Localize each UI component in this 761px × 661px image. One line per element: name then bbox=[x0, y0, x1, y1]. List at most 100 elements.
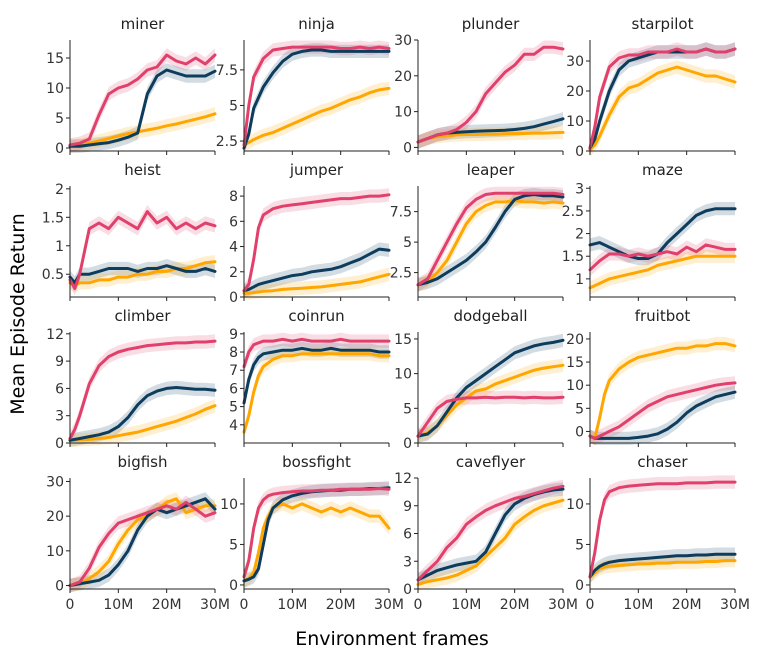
y-tick-label: 20 bbox=[394, 69, 412, 85]
y-tick-label: 0 bbox=[229, 290, 238, 306]
x-tick-label: 30M bbox=[548, 597, 578, 613]
y-tick-label: 2.5 bbox=[390, 266, 412, 282]
line-orange bbox=[588, 342, 737, 440]
x-tick-label: 0 bbox=[240, 597, 249, 613]
panel-title: leaper bbox=[467, 161, 515, 179]
panel-title: bigfish bbox=[118, 453, 168, 471]
band-pink bbox=[418, 40, 563, 149]
line-navy bbox=[588, 552, 737, 579]
line-pink bbox=[242, 487, 391, 579]
panel-coinrun: coinrun 4 5 6 7 8 9 bbox=[229, 307, 391, 447]
line-orange bbox=[68, 260, 217, 288]
y-tick-label: 1.5 bbox=[562, 249, 584, 265]
y-tick-label: 5 bbox=[229, 98, 238, 114]
y-tick-label: 6 bbox=[229, 381, 238, 397]
y-tick-label: 0 bbox=[55, 141, 64, 157]
panel-title: fruitbot bbox=[635, 307, 691, 325]
y-tick-label: 10 bbox=[394, 367, 412, 383]
panel-bossfight: bossfight 0 5 10 0 10M 20M 30M bbox=[220, 453, 404, 613]
line-pink bbox=[588, 243, 737, 272]
line-orange bbox=[68, 404, 217, 442]
y-tick-label: 5 bbox=[575, 401, 584, 417]
line-navy bbox=[242, 48, 391, 150]
line-pink bbox=[68, 339, 217, 440]
y-tick-label: 5 bbox=[229, 537, 238, 553]
band-navy bbox=[244, 481, 389, 588]
band-orange bbox=[244, 267, 389, 300]
y-tick-label: 10 bbox=[566, 378, 584, 394]
panel-miner: miner 0 5 10 15 bbox=[46, 15, 217, 157]
panel-title: plunder bbox=[462, 15, 520, 33]
line-navy bbox=[68, 264, 217, 285]
panel-title: miner bbox=[121, 15, 166, 33]
line-pink bbox=[68, 500, 217, 587]
line-pink bbox=[588, 381, 737, 440]
panel-title: caveflyer bbox=[456, 453, 526, 471]
x-tick-label: 30M bbox=[374, 597, 404, 613]
y-tick-label: 30 bbox=[566, 54, 584, 70]
line-navy bbox=[416, 338, 565, 438]
y-tick-label: 10 bbox=[566, 497, 584, 513]
y-tick-label: 12 bbox=[394, 471, 412, 487]
band-pink bbox=[590, 238, 735, 277]
y-tick-label: 0 bbox=[403, 436, 412, 452]
panel-climber: climber 0 3 6 9 12 bbox=[46, 307, 217, 452]
line-pink bbox=[68, 210, 217, 290]
band-navy bbox=[244, 43, 389, 155]
y-tick-label: 1 bbox=[575, 272, 584, 288]
y-tick-label: 0 bbox=[575, 578, 584, 594]
y-tick-label: 0 bbox=[403, 582, 412, 598]
line-pink bbox=[588, 480, 737, 579]
y-tick-label: 10 bbox=[46, 544, 64, 560]
y-tick-label: 0 bbox=[55, 579, 64, 595]
line-orange bbox=[416, 498, 565, 586]
y-tick-label: 0 bbox=[229, 578, 238, 594]
panel-starpilot: starpilot 0 10 20 30 bbox=[566, 15, 737, 160]
y-tick-label: 6 bbox=[229, 214, 238, 230]
y-tick-label: 3 bbox=[403, 554, 412, 570]
panel-leaper: leaper 2.5 5 7.5 bbox=[390, 161, 565, 301]
x-tick-label: 10M bbox=[277, 597, 307, 613]
line-orange bbox=[588, 559, 737, 579]
panel-title: chaser bbox=[637, 453, 688, 471]
line-pink bbox=[68, 53, 217, 147]
x-tick-label: 0 bbox=[66, 597, 75, 613]
line-navy bbox=[242, 247, 391, 293]
x-tick-label: 20M bbox=[152, 597, 182, 613]
x-tick-label: 10M bbox=[103, 597, 133, 613]
band-orange bbox=[590, 60, 735, 157]
y-tick-label: 10 bbox=[566, 114, 584, 130]
line-navy bbox=[68, 68, 217, 148]
y-tick-label: 9 bbox=[403, 499, 412, 515]
x-tick-label: 20M bbox=[500, 597, 530, 613]
x-tick-label: 30M bbox=[200, 597, 230, 613]
panel-plunder: plunder 0 10 20 30 bbox=[394, 15, 565, 156]
y-tick-label: 6 bbox=[403, 527, 412, 543]
line-orange bbox=[68, 497, 217, 587]
band-pink bbox=[590, 376, 735, 445]
line-orange bbox=[416, 199, 565, 287]
band-navy bbox=[590, 42, 735, 155]
y-tick-label: 20 bbox=[46, 509, 64, 525]
line-navy bbox=[416, 193, 565, 287]
y-tick-label: 15 bbox=[46, 51, 64, 67]
panel-heist: heist 0.5 1 1.5 2 bbox=[42, 161, 217, 301]
band-navy bbox=[418, 187, 563, 292]
y-axis-label: Mean Episode Return bbox=[7, 213, 29, 415]
panel-caveflyer: caveflyer 0 3 6 9 12 0 10M 20M 30M bbox=[394, 453, 578, 613]
y-tick-label: 6 bbox=[55, 381, 64, 397]
line-orange bbox=[242, 86, 391, 147]
y-tick-label: 10 bbox=[394, 105, 412, 121]
panel-title: dodgeball bbox=[453, 307, 527, 325]
x-tick-label: 0 bbox=[586, 597, 595, 613]
band-orange bbox=[70, 399, 215, 447]
panel-maze: maze 1 1.5 2 2.5 3 bbox=[562, 161, 737, 301]
band-orange bbox=[70, 492, 215, 593]
line-orange bbox=[242, 272, 391, 295]
x-tick-label: 0 bbox=[414, 597, 423, 613]
y-tick-label: 5 bbox=[229, 400, 238, 416]
y-tick-label: 2.5 bbox=[216, 134, 238, 150]
y-tick-label: 30 bbox=[394, 33, 412, 49]
line-navy bbox=[242, 346, 391, 405]
panels-grid: miner051015ninja2.557.5plunder0102030sta… bbox=[42, 15, 750, 613]
